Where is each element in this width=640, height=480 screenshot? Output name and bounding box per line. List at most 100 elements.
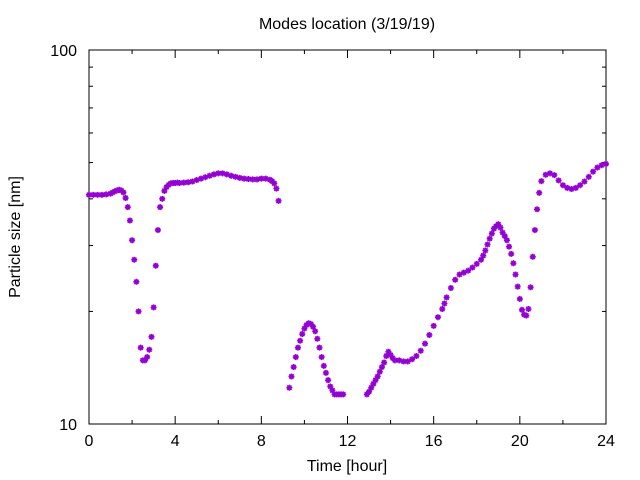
plot-area-frame xyxy=(88,49,607,425)
data-point xyxy=(129,237,136,244)
axis-ticks: 0 4 8 12 16 20 24 10 100 xyxy=(50,43,615,450)
data-point xyxy=(327,383,334,390)
data-point xyxy=(501,233,508,240)
x-tick-label: 20 xyxy=(511,433,529,450)
data-point xyxy=(290,364,297,371)
x-axis-label: Time [hour] xyxy=(307,458,387,475)
data-point xyxy=(564,184,571,191)
data-point xyxy=(148,333,155,340)
data-point xyxy=(258,175,265,182)
data-point xyxy=(430,322,437,329)
x-tick-label: 24 xyxy=(597,433,615,450)
data-point xyxy=(499,229,506,236)
y-tick-label: 100 xyxy=(50,43,77,60)
data-point xyxy=(150,304,157,311)
data-point xyxy=(322,369,329,376)
data-point xyxy=(370,380,377,387)
data-point xyxy=(456,271,463,278)
data-point xyxy=(307,321,314,328)
data-point xyxy=(378,364,385,371)
data-point xyxy=(452,276,459,283)
data-point xyxy=(443,294,450,301)
data-point xyxy=(269,178,276,185)
data-point xyxy=(254,176,261,183)
data-point xyxy=(396,357,403,364)
data-point xyxy=(482,247,489,254)
data-point xyxy=(133,278,140,285)
data-point xyxy=(460,269,467,276)
data-point xyxy=(488,230,495,237)
data-point xyxy=(447,285,454,292)
data-point xyxy=(387,351,394,358)
data-point xyxy=(159,195,166,202)
data-point xyxy=(594,164,601,171)
data-point xyxy=(506,243,513,250)
data-point xyxy=(146,346,153,353)
data-point xyxy=(297,337,304,344)
data-point xyxy=(275,197,282,204)
data-point xyxy=(232,173,239,180)
data-point xyxy=(124,204,131,211)
y-axis-label: Particle size [nm] xyxy=(7,176,24,298)
data-point xyxy=(598,162,605,169)
data-point xyxy=(368,384,375,391)
data-point xyxy=(202,174,209,181)
data-point xyxy=(154,227,161,234)
data-point xyxy=(219,170,226,177)
data-point xyxy=(585,173,592,180)
data-point xyxy=(510,260,517,267)
data-points xyxy=(86,160,609,398)
data-point xyxy=(294,344,301,351)
y-tick-label: 10 xyxy=(59,417,77,434)
data-point xyxy=(120,189,127,196)
data-point xyxy=(176,179,183,186)
data-point xyxy=(559,182,566,189)
data-point xyxy=(439,305,446,312)
data-point xyxy=(366,388,373,395)
data-point xyxy=(210,171,217,178)
data-point xyxy=(577,182,584,189)
data-point xyxy=(301,325,308,332)
data-point xyxy=(122,195,129,202)
data-point xyxy=(157,204,164,211)
data-point xyxy=(363,391,370,398)
data-point xyxy=(318,354,325,361)
data-point xyxy=(163,184,170,191)
data-point xyxy=(90,191,97,198)
data-point xyxy=(529,253,536,260)
data-point xyxy=(422,340,429,347)
data-point xyxy=(497,224,504,231)
data-point xyxy=(376,368,383,375)
data-point xyxy=(228,172,235,179)
data-point xyxy=(161,187,168,194)
data-point xyxy=(193,177,200,184)
data-point xyxy=(590,168,597,175)
data-point xyxy=(508,250,515,257)
data-point xyxy=(534,206,541,213)
x-tick-label: 8 xyxy=(257,433,266,450)
data-point xyxy=(215,170,222,177)
data-point xyxy=(94,191,101,198)
data-point xyxy=(391,357,398,364)
data-point xyxy=(518,306,525,313)
data-point xyxy=(516,295,523,302)
data-point xyxy=(135,308,142,315)
data-point xyxy=(223,171,230,178)
data-point xyxy=(236,174,243,181)
data-point xyxy=(340,391,347,398)
data-point xyxy=(189,178,196,185)
x-tick-label: 12 xyxy=(339,433,357,450)
data-point xyxy=(206,172,213,179)
data-point xyxy=(480,252,487,259)
data-point xyxy=(198,175,205,182)
data-point xyxy=(144,354,151,361)
data-point xyxy=(271,180,278,187)
data-point xyxy=(305,320,312,327)
data-point xyxy=(126,217,133,224)
data-point xyxy=(417,347,424,354)
data-point xyxy=(374,373,381,380)
data-point xyxy=(478,256,485,263)
data-point xyxy=(152,262,159,269)
data-point xyxy=(299,331,306,338)
